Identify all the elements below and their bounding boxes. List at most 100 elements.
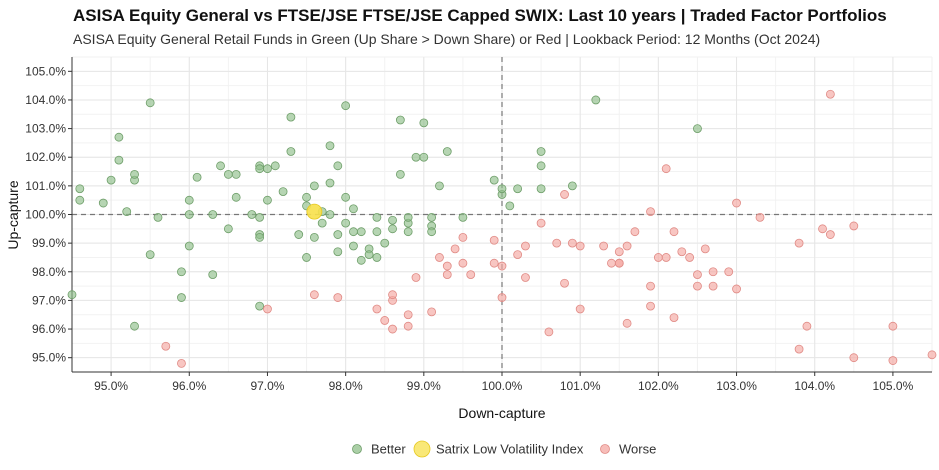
worse-point [708, 267, 718, 277]
y-axis-label: Up-capture [5, 180, 21, 249]
better-point [216, 161, 225, 171]
worse-point [646, 207, 655, 217]
worse-point [177, 359, 186, 368]
better-point [489, 175, 499, 185]
better-point [513, 184, 523, 194]
worse-point [646, 281, 655, 291]
better-point [427, 212, 437, 222]
worse-point [685, 253, 695, 262]
better-point [536, 147, 546, 156]
worse-point [263, 304, 272, 314]
worse-point [708, 281, 718, 291]
better-point [177, 293, 186, 302]
better-point [349, 227, 358, 237]
chart-title: ASISA Equity General vs FTSE/JSE FTSE/JS… [73, 6, 887, 25]
better-point [356, 255, 366, 265]
worse-point [427, 307, 437, 317]
better-point [325, 178, 335, 188]
better-point [208, 210, 218, 219]
worse-point [567, 238, 577, 248]
better-point [419, 118, 429, 128]
better-point [497, 184, 507, 194]
better-point [403, 227, 413, 237]
worse-point [552, 238, 562, 248]
legend-better-label: Better [371, 442, 406, 457]
better-point [122, 207, 132, 217]
worse-point [489, 258, 499, 268]
x-tick-label: 96.0% [172, 379, 206, 393]
legend-highlight-marker [413, 440, 431, 458]
worse-point [435, 253, 444, 262]
worse-point [489, 235, 499, 245]
worse-point [521, 241, 530, 251]
better-point [372, 227, 382, 237]
better-point [567, 181, 577, 191]
better-point [395, 115, 405, 125]
highlight-point [306, 203, 323, 220]
better-point [263, 195, 272, 205]
worse-point [161, 341, 171, 351]
worse-point [653, 253, 663, 262]
worse-point [599, 241, 609, 251]
better-point [325, 141, 335, 151]
better-point [435, 181, 444, 191]
worse-point [560, 190, 569, 199]
worse-point [661, 253, 671, 262]
x-tick-label: 99.0% [407, 379, 441, 393]
better-point [231, 192, 241, 202]
legend-worse-marker [600, 444, 610, 454]
worse-point [661, 164, 671, 174]
worse-point [669, 227, 679, 237]
worse-point [732, 198, 741, 208]
worse-point [646, 301, 655, 311]
reference-lines [72, 57, 932, 372]
better-point [106, 175, 116, 185]
worse-point [888, 321, 898, 331]
legend-worse-label: Worse [619, 442, 656, 457]
y-tick-label: 102.0% [25, 150, 66, 164]
worse-point [630, 227, 640, 237]
better-point [98, 198, 108, 208]
better-point [255, 301, 265, 311]
chart-subtitle: ASISA Equity General Retail Funds in Gre… [73, 31, 821, 47]
legend-better-marker [352, 444, 362, 454]
better-point [325, 210, 335, 219]
better-point [419, 152, 429, 162]
worse-point [411, 273, 421, 282]
worse-point [575, 241, 585, 251]
better-point [341, 218, 351, 228]
worse-point [622, 318, 632, 328]
better-point [349, 204, 358, 214]
worse-point [575, 304, 585, 314]
better-point [145, 98, 155, 108]
legend-highlight-label: Satrix Low Volatility Index [436, 442, 584, 457]
worse-point [693, 270, 702, 280]
x-tick-label: 100.0% [482, 379, 523, 393]
worse-point [380, 316, 390, 325]
worse-point [513, 250, 523, 259]
better-point [231, 170, 241, 179]
worse-point [724, 267, 734, 277]
y-tick-label: 100.0% [25, 208, 66, 222]
better-point [184, 241, 194, 251]
better-point [130, 170, 139, 179]
y-tick-label: 99.0% [32, 236, 66, 250]
better-point [208, 270, 218, 280]
worse-point [403, 310, 413, 320]
better-point [388, 224, 397, 234]
y-tick-label: 101.0% [25, 179, 66, 193]
worse-point [309, 290, 319, 300]
worse-point [442, 270, 452, 280]
better-point [356, 227, 366, 237]
worse-point [497, 261, 507, 271]
worse-point [927, 350, 937, 360]
worse-point [669, 313, 679, 322]
better-point [130, 321, 139, 331]
better-point [317, 218, 327, 228]
better-point [255, 212, 265, 222]
worse-point [849, 221, 859, 231]
better-point [333, 247, 343, 257]
worse-point [333, 293, 343, 302]
worse-point [693, 281, 702, 291]
